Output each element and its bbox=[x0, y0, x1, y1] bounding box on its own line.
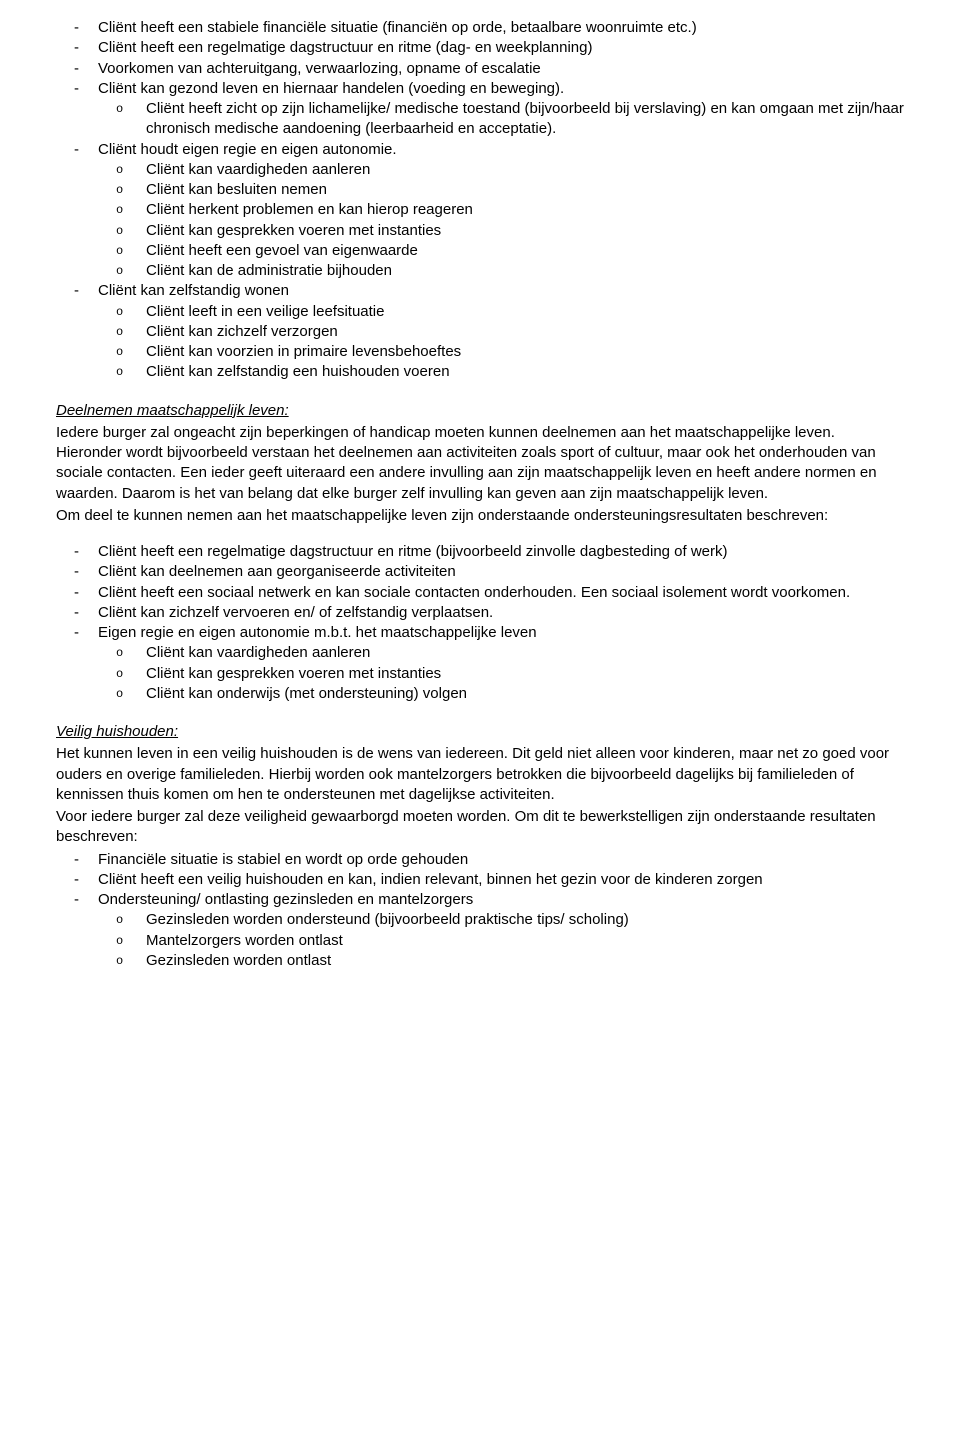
list-item-text: Ondersteuning/ ontlasting gezinsleden en… bbox=[98, 891, 473, 908]
list-item-text: Financiële situatie is stabiel en wordt … bbox=[98, 851, 468, 868]
paragraph: Het kunnen leven in een veilig huishoude… bbox=[56, 744, 904, 805]
list-item: Cliënt kan zelfstandig wonen Cliënt leef… bbox=[56, 281, 904, 382]
sublist-item: Cliënt kan zelfstandig een huishouden vo… bbox=[98, 362, 904, 382]
list-item-text: Cliënt heeft een veilig huishouden en ka… bbox=[98, 871, 763, 888]
list-item: Voorkomen van achteruitgang, verwaarlozi… bbox=[56, 59, 904, 79]
list-item: Cliënt kan deelnemen aan georganiseerde … bbox=[56, 562, 904, 582]
sublist-item-text: Cliënt kan gesprekken voeren met instant… bbox=[146, 665, 441, 682]
sublist-item: Cliënt kan vaardigheden aanleren bbox=[98, 643, 904, 663]
list-item-text: Cliënt kan zichzelf vervoeren en/ of zel… bbox=[98, 604, 493, 621]
sublist: Cliënt heeft zicht op zijn lichamelijke/… bbox=[98, 99, 904, 140]
list-item-text: Eigen regie en eigen autonomie m.b.t. he… bbox=[98, 624, 537, 641]
list-block-3: Financiële situatie is stabiel en wordt … bbox=[56, 850, 904, 972]
sublist-item: Cliënt leeft in een veilige leefsituatie bbox=[98, 302, 904, 322]
list-item: Cliënt houdt eigen regie en eigen autono… bbox=[56, 140, 904, 282]
list-item: Financiële situatie is stabiel en wordt … bbox=[56, 850, 904, 870]
sublist: Gezinsleden worden ondersteund (bijvoorb… bbox=[98, 910, 904, 971]
list-item: Ondersteuning/ ontlasting gezinsleden en… bbox=[56, 890, 904, 971]
section-heading-veilig-huishouden: Veilig huishouden: bbox=[56, 722, 904, 742]
sublist-item: Cliënt kan gesprekken voeren met instant… bbox=[98, 664, 904, 684]
list-item: Cliënt heeft een regelmatige dagstructuu… bbox=[56, 542, 904, 562]
sublist-item-text: Cliënt herkent problemen en kan hierop r… bbox=[146, 201, 473, 218]
sublist-item: Cliënt herkent problemen en kan hierop r… bbox=[98, 200, 904, 220]
sublist-item-text: Cliënt heeft zicht op zijn lichamelijke/… bbox=[146, 100, 904, 137]
list-block-2: Cliënt heeft een regelmatige dagstructuu… bbox=[56, 542, 904, 704]
sublist-item-text: Mantelzorgers worden ontlast bbox=[146, 932, 343, 949]
sublist-item-text: Cliënt kan zichzelf verzorgen bbox=[146, 323, 338, 340]
sublist-item: Cliënt kan zichzelf verzorgen bbox=[98, 322, 904, 342]
sublist: Cliënt kan vaardigheden aanleren Cliënt … bbox=[98, 160, 904, 282]
sublist-item: Cliënt kan voorzien in primaire levensbe… bbox=[98, 342, 904, 362]
sublist-item: Cliënt heeft zicht op zijn lichamelijke/… bbox=[98, 99, 904, 140]
list-item: Cliënt heeft een stabiele financiële sit… bbox=[56, 18, 904, 38]
section-heading-maatschappelijk: Deelnemen maatschappelijk leven: bbox=[56, 401, 904, 421]
list-item-text: Cliënt kan zelfstandig wonen bbox=[98, 282, 289, 299]
sublist: Cliënt kan vaardigheden aanleren Cliënt … bbox=[98, 643, 904, 704]
paragraph: Iedere burger zal ongeacht zijn beperkin… bbox=[56, 423, 904, 504]
sublist-item-text: Cliënt heeft een gevoel van eigenwaarde bbox=[146, 242, 418, 259]
list-item: Cliënt heeft een regelmatige dagstructuu… bbox=[56, 38, 904, 58]
list-item: Cliënt heeft een sociaal netwerk en kan … bbox=[56, 583, 904, 603]
sublist-item: Cliënt kan vaardigheden aanleren bbox=[98, 160, 904, 180]
sublist-item: Gezinsleden worden ontlast bbox=[98, 951, 904, 971]
sublist-item: Gezinsleden worden ondersteund (bijvoorb… bbox=[98, 910, 904, 930]
sublist-item: Cliënt heeft een gevoel van eigenwaarde bbox=[98, 241, 904, 261]
sublist-item: Cliënt kan gesprekken voeren met instant… bbox=[98, 221, 904, 241]
sublist-item: Mantelzorgers worden ontlast bbox=[98, 931, 904, 951]
spacer bbox=[56, 528, 904, 542]
list-item: Cliënt heeft een veilig huishouden en ka… bbox=[56, 870, 904, 890]
sublist-item-text: Cliënt kan de administratie bijhouden bbox=[146, 262, 392, 279]
sublist-item-text: Cliënt kan zelfstandig een huishouden vo… bbox=[146, 363, 450, 380]
sublist-item-text: Cliënt kan gesprekken voeren met instant… bbox=[146, 222, 441, 239]
sublist-item-text: Cliënt kan onderwijs (met ondersteuning)… bbox=[146, 685, 467, 702]
list-item: Cliënt kan gezond leven en hiernaar hand… bbox=[56, 79, 904, 140]
list-item-text: Voorkomen van achteruitgang, verwaarlozi… bbox=[98, 60, 541, 77]
list-item-text: Cliënt heeft een sociaal netwerk en kan … bbox=[98, 584, 850, 601]
list-item: Cliënt kan zichzelf vervoeren en/ of zel… bbox=[56, 603, 904, 623]
sublist-item-text: Cliënt kan voorzien in primaire levensbe… bbox=[146, 343, 461, 360]
list-item: Eigen regie en eigen autonomie m.b.t. he… bbox=[56, 623, 904, 704]
sublist-item-text: Cliënt kan vaardigheden aanleren bbox=[146, 644, 370, 661]
list-item-text: Cliënt kan deelnemen aan georganiseerde … bbox=[98, 563, 456, 580]
list-item-text: Cliënt heeft een regelmatige dagstructuu… bbox=[98, 39, 592, 56]
list-item-text: Cliënt kan gezond leven en hiernaar hand… bbox=[98, 80, 564, 97]
list-block-1: Cliënt heeft een stabiele financiële sit… bbox=[56, 18, 904, 383]
sublist-item: Cliënt kan de administratie bijhouden bbox=[98, 261, 904, 281]
sublist-item: Cliënt kan besluiten nemen bbox=[98, 180, 904, 200]
sublist-item-text: Cliënt kan besluiten nemen bbox=[146, 181, 327, 198]
paragraph: Om deel te kunnen nemen aan het maatscha… bbox=[56, 506, 904, 526]
sublist-item-text: Gezinsleden worden ontlast bbox=[146, 952, 331, 969]
sublist-item-text: Cliënt kan vaardigheden aanleren bbox=[146, 161, 370, 178]
sublist-item-text: Gezinsleden worden ondersteund (bijvoorb… bbox=[146, 911, 629, 928]
sublist-item-text: Cliënt leeft in een veilige leefsituatie bbox=[146, 303, 384, 320]
sublist-item: Cliënt kan onderwijs (met ondersteuning)… bbox=[98, 684, 904, 704]
list-item-text: Cliënt heeft een stabiele financiële sit… bbox=[98, 19, 697, 36]
list-item-text: Cliënt heeft een regelmatige dagstructuu… bbox=[98, 543, 728, 560]
list-item-text: Cliënt houdt eigen regie en eigen autono… bbox=[98, 141, 397, 158]
paragraph: Voor iedere burger zal deze veiligheid g… bbox=[56, 807, 904, 848]
sublist: Cliënt leeft in een veilige leefsituatie… bbox=[98, 302, 904, 383]
